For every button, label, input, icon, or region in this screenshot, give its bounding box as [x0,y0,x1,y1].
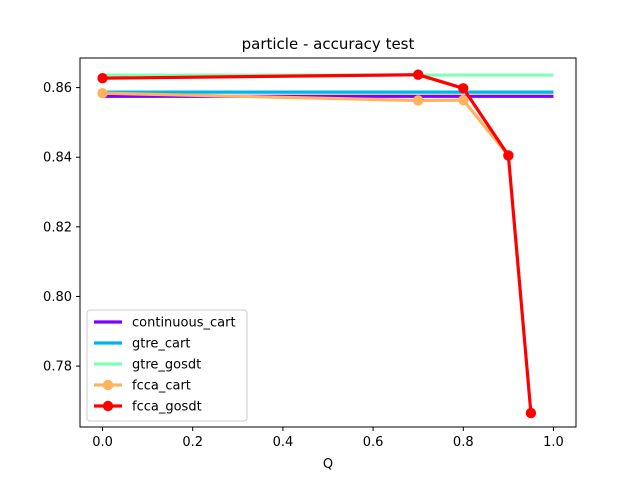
y-tick-label: 0.86 [43,81,72,96]
x-tick-label: 0.6 [363,435,384,450]
data-point-fcca_gosdt [412,69,424,80]
y-axis: 0.78 0.80 0.82 0.84 0.86 [43,81,80,375]
x-tick-label: 0.2 [182,435,203,450]
x-tick-label: 0.4 [273,435,294,450]
legend: continuous_cart gtre_cart gtre_gosdt fcca_c… [86,309,248,422]
legend-marker [102,379,114,391]
legend-label: continuous_cart [132,316,236,331]
data-point-fcca_gosdt [503,150,514,161]
legend-box [86,309,248,422]
data-point-fcca_cart [458,94,469,106]
y-tick-label: 0.78 [43,360,72,375]
legend-label: gtre_gosdt [132,358,201,373]
plot-area [97,69,554,419]
plot-frame [79,57,577,428]
y-tick-label: 0.84 [43,151,72,166]
y-tick-label: 0.80 [43,290,72,305]
chart-title: particle - accuracy test [242,35,415,53]
legend-label: fcca_cart [132,379,191,394]
x-tick-label: 0.8 [453,435,474,450]
data-point-fcca_cart [97,87,108,99]
data-point-fcca_gosdt [97,72,108,84]
x-axis: 0.0 0.2 0.4 0.6 0.8 1.0 [92,427,564,450]
legend-label: gtre_cart [132,337,190,352]
x-tick-label: 0.0 [92,435,113,450]
data-point-fcca_gosdt [525,407,537,419]
series-line-fcca_cart [102,91,510,157]
legend-label: fcca_gosdt [132,400,202,415]
y-tick-label: 0.82 [43,220,72,235]
x-axis-label: Q [323,457,333,472]
x-tick-label: 1.0 [543,435,564,450]
data-point-fcca_gosdt [458,83,469,94]
legend-marker [102,400,114,412]
data-point-fcca_cart [412,95,424,106]
